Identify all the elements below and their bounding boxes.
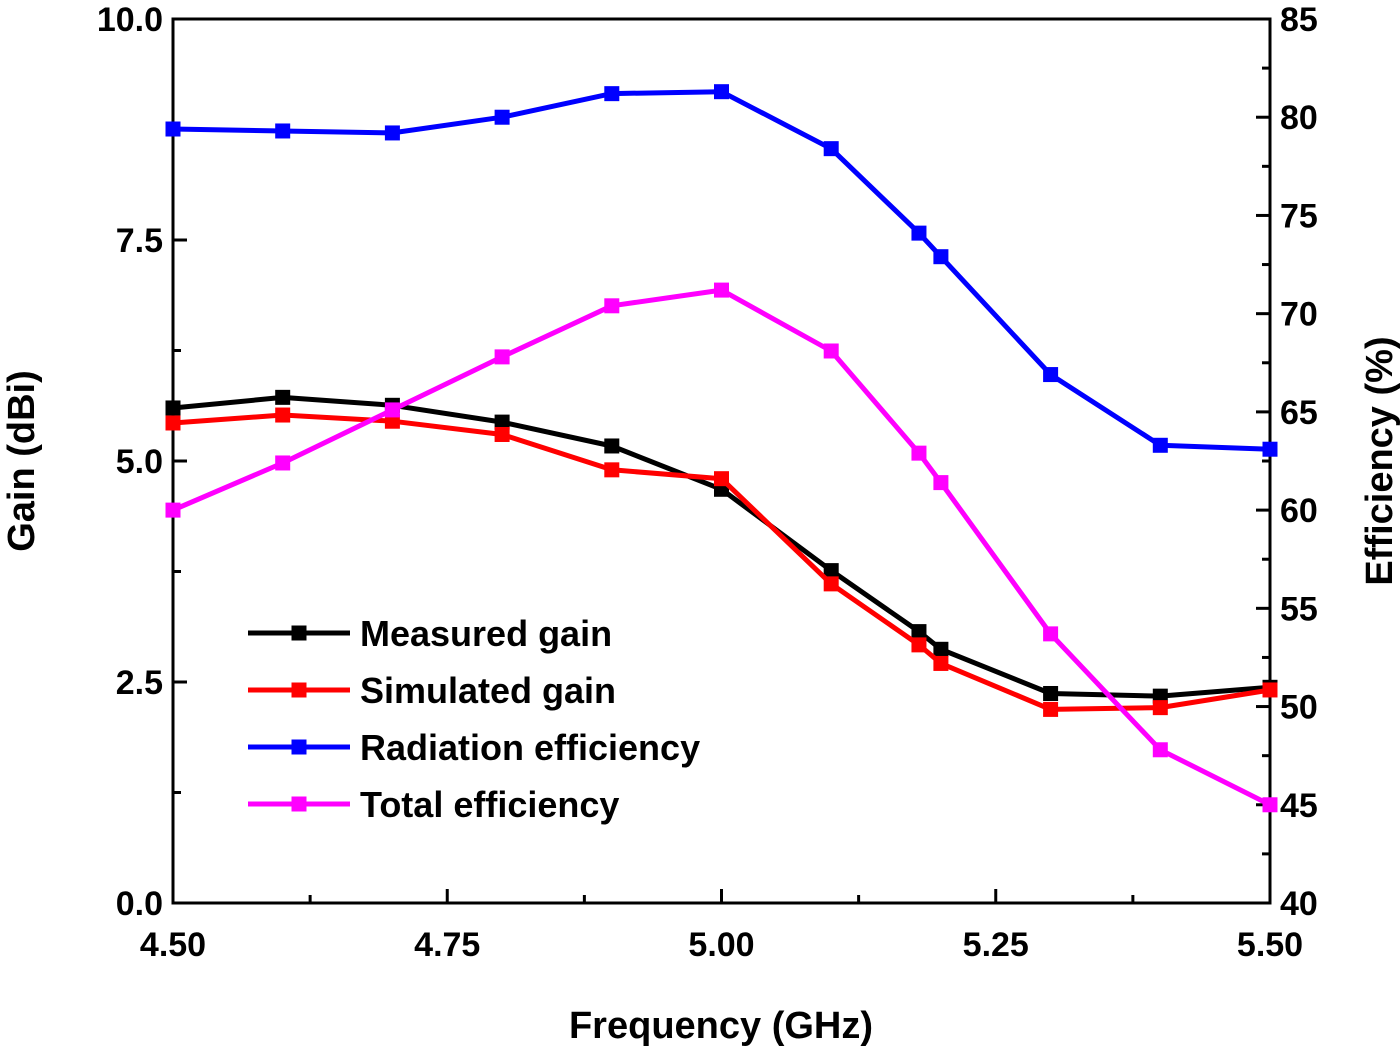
y2-tick-label: 40 — [1280, 885, 1318, 923]
series-layer — [165, 84, 1278, 813]
axis-ticks: 4.50 4.75 5.00 5.25 5.50 0.0 2.5 5.0 7.5 10.0 40 45… — [97, 1, 1318, 964]
radiation-efficiency-point — [823, 141, 839, 157]
simulated-gain-line — [172, 412, 1271, 712]
measured-gain-line — [172, 394, 1271, 699]
legend: Measured gain Simulated gain Radiation eff… — [248, 613, 700, 825]
simulated-gain-point — [384, 413, 400, 429]
x-tick-label: 4.50 — [140, 926, 206, 964]
series-radiation-efficiency — [165, 84, 1278, 457]
legend-label: Measured gain — [360, 613, 612, 654]
total-efficiency-point — [604, 298, 620, 314]
simulated-gain-point — [823, 576, 839, 592]
radiation-efficiency-point — [911, 225, 927, 241]
series-simulated-gain — [165, 407, 1278, 717]
y-tick-label: 0.0 — [116, 885, 163, 923]
legend-swatch-marker — [291, 739, 307, 755]
radiation-efficiency-point — [604, 86, 620, 102]
y2-tick-label: 65 — [1280, 394, 1318, 432]
total-efficiency-point — [275, 455, 291, 471]
legend-item-total-efficiency: Total efficiency — [248, 784, 619, 825]
y2-tick-label: 45 — [1280, 787, 1318, 825]
legend-label: Radiation efficiency — [360, 727, 700, 768]
simulated-gain-point — [494, 426, 510, 442]
radiation-efficiency-point — [1262, 441, 1278, 457]
measured-gain-point — [275, 389, 291, 405]
y-tick-label: 10.0 — [97, 1, 163, 39]
simulated-gain-point — [604, 462, 620, 478]
total-efficiency-point — [823, 343, 839, 359]
radiation-efficiency-point — [275, 123, 291, 139]
legend-item-simulated-gain: Simulated gain — [248, 670, 616, 711]
x-tick-label: 5.50 — [1237, 926, 1303, 964]
radiation-efficiency-point — [384, 125, 400, 141]
series-total-efficiency — [165, 282, 1278, 813]
plot-frame — [171, 17, 1272, 905]
total-efficiency-point — [1262, 797, 1278, 813]
y-axis-title: Gain (dBi) — [1, 370, 43, 552]
total-efficiency-line — [172, 287, 1272, 808]
simulated-gain-point — [911, 637, 927, 653]
total-efficiency-point — [494, 349, 510, 365]
x-tick-label: 5.25 — [963, 926, 1029, 964]
total-efficiency-point — [933, 475, 949, 491]
radiation-efficiency-point — [165, 121, 181, 137]
legend-label: Simulated gain — [360, 670, 616, 711]
measured-gain-point — [1152, 688, 1168, 704]
measured-gain-point — [1043, 685, 1059, 701]
measured-gain-point — [494, 414, 510, 430]
radiation-efficiency-line — [172, 89, 1271, 452]
y2-tick-label: 60 — [1280, 492, 1318, 530]
y2-tick-label: 85 — [1280, 1, 1318, 39]
y-tick-label: 5.0 — [116, 443, 163, 481]
simulated-gain-point — [1043, 701, 1059, 717]
y-tick-label: 7.5 — [116, 222, 163, 260]
y2-axis-title: Efficiency (%) — [1359, 336, 1400, 585]
radiation-efficiency-point — [933, 249, 949, 265]
y2-tick-label: 70 — [1280, 296, 1318, 334]
measured-gain-point — [911, 624, 927, 640]
x-tick-label: 5.00 — [688, 926, 754, 964]
y2-tick-label: 75 — [1280, 197, 1318, 235]
total-efficiency-point — [384, 402, 400, 418]
total-efficiency-point — [1043, 626, 1059, 642]
legend-swatch-marker — [291, 625, 307, 641]
x-axis-title: Frequency (GHz) — [569, 1005, 873, 1047]
y2-tick-label: 80 — [1280, 99, 1318, 137]
radiation-efficiency-point — [1043, 367, 1059, 383]
simulated-gain-point — [165, 415, 181, 431]
radiation-efficiency-point — [1152, 437, 1168, 453]
y-tick-label: 2.5 — [116, 664, 163, 702]
measured-gain-point — [933, 641, 949, 657]
x-tick-label: 4.75 — [414, 926, 480, 964]
measured-gain-point — [823, 563, 839, 579]
legend-item-radiation-efficiency: Radiation efficiency — [248, 727, 700, 768]
total-efficiency-point — [911, 445, 927, 461]
legend-swatch-marker — [291, 682, 307, 698]
total-efficiency-point — [1152, 742, 1168, 758]
simulated-gain-point — [933, 655, 949, 671]
simulated-gain-point — [1152, 700, 1168, 716]
measured-gain-point — [604, 438, 620, 454]
simulated-gain-point — [714, 471, 729, 487]
legend-swatch-marker — [291, 796, 307, 812]
total-efficiency-point — [714, 282, 729, 298]
total-efficiency-point — [165, 502, 181, 518]
simulated-gain-point — [1262, 682, 1278, 698]
radiation-efficiency-point — [494, 109, 510, 125]
y2-tick-label: 50 — [1280, 689, 1318, 727]
legend-label: Total efficiency — [360, 784, 619, 825]
y2-tick-label: 55 — [1280, 590, 1318, 628]
radiation-efficiency-point — [714, 84, 729, 100]
simulated-gain-point — [275, 407, 291, 423]
legend-item-measured-gain: Measured gain — [248, 613, 612, 654]
measured-gain-point — [165, 400, 181, 416]
